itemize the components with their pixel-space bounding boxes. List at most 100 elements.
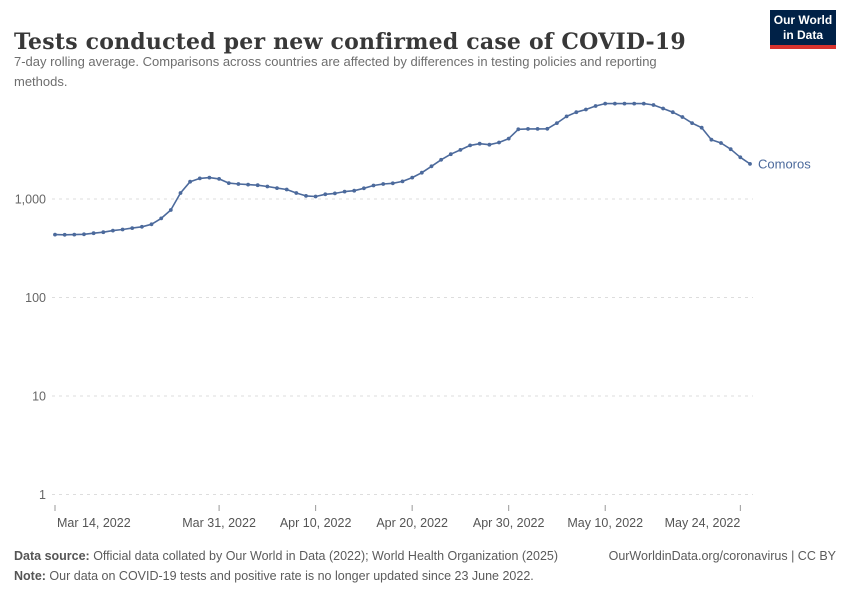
data-point[interactable] (699, 125, 704, 130)
data-point[interactable] (632, 101, 637, 106)
data-point[interactable] (680, 115, 685, 119)
data-source-text: Data source: Official data collated by O… (14, 546, 558, 566)
page-title: Tests conducted per new confirmed case o… (14, 28, 686, 55)
x-axis-label: May 24, 2022 (665, 516, 741, 530)
data-point[interactable] (439, 157, 443, 162)
note-value: Our data on COVID-19 tests and positive … (45, 569, 534, 583)
data-point[interactable] (564, 114, 569, 119)
data-point[interactable] (236, 182, 241, 186)
data-point[interactable] (448, 152, 453, 157)
data-point[interactable] (149, 222, 154, 227)
data-point[interactable] (82, 232, 86, 237)
data-point[interactable] (641, 101, 646, 106)
data-point[interactable] (651, 103, 656, 107)
data-point[interactable] (217, 177, 222, 181)
line-chart-canvas[interactable]: 1,000 100 10 1 Mar 14, 2022 Mar 31, 2022 Apr 1… (0, 90, 850, 550)
data-point[interactable] (458, 148, 463, 152)
data-point[interactable] (304, 194, 308, 198)
data-point[interactable] (255, 183, 260, 188)
data-point[interactable] (72, 232, 77, 237)
owid-logo[interactable]: Our World in Data (770, 10, 836, 49)
data-point[interactable] (390, 181, 395, 186)
data-point[interactable] (130, 226, 135, 231)
data-point[interactable] (526, 127, 530, 131)
data-point[interactable] (159, 216, 164, 221)
data-point[interactable] (661, 106, 665, 111)
x-axis-label: Apr 20, 2022 (376, 516, 448, 530)
x-axis-label: May 10, 2022 (567, 516, 643, 530)
data-source-label: Data source: (14, 549, 90, 563)
data-point[interactable] (371, 183, 376, 188)
y-axis-label-1: 1 (39, 488, 46, 502)
owid-url-license: OurWorldinData.org/coronavirus | CC BY (608, 549, 836, 563)
data-source-value: Official data collated by Our World in D… (89, 549, 559, 563)
y-axis-label-1000: 1,000 (15, 193, 46, 207)
y-axis-label-10: 10 (32, 390, 46, 404)
data-point[interactable] (168, 208, 173, 212)
data-point[interactable] (178, 191, 183, 195)
data-point[interactable] (342, 189, 347, 194)
data-point[interactable] (497, 140, 501, 145)
data-point[interactable] (709, 137, 714, 142)
data-point[interactable] (545, 126, 550, 131)
data-point[interactable] (313, 194, 318, 199)
chart-footer: Data source: Official data collated by O… (14, 546, 836, 586)
data-point[interactable] (226, 181, 231, 185)
data-point[interactable] (477, 141, 482, 146)
note-label: Note: (14, 569, 46, 583)
data-point[interactable] (101, 230, 106, 235)
data-point[interactable] (728, 147, 733, 152)
x-axis-label: Mar 31, 2022 (182, 516, 256, 530)
chart-subtitle: 7-day rolling average. Comparisons acros… (14, 54, 657, 90)
data-point[interactable] (593, 104, 598, 108)
data-point[interactable] (613, 101, 617, 106)
data-point[interactable] (284, 187, 289, 192)
data-point[interactable] (188, 179, 193, 184)
data-point[interactable] (323, 192, 328, 197)
data-point[interactable] (719, 141, 723, 145)
x-axis-label: Mar 14, 2022 (57, 516, 131, 530)
data-point[interactable] (622, 101, 627, 106)
data-point[interactable] (506, 136, 511, 141)
data-point[interactable] (670, 110, 675, 115)
data-point[interactable] (516, 127, 521, 132)
data-point[interactable] (584, 107, 588, 112)
data-point[interactable] (362, 186, 366, 191)
data-point[interactable] (487, 142, 492, 147)
data-point[interactable] (352, 188, 357, 193)
data-point[interactable] (62, 232, 67, 237)
series-label-comoros[interactable]: Comoros (758, 156, 811, 171)
data-point[interactable] (294, 191, 299, 195)
data-point[interactable] (120, 227, 125, 232)
data-point[interactable] (207, 175, 212, 180)
x-axis-label: Apr 30, 2022 (473, 516, 545, 530)
data-point[interactable] (603, 101, 608, 106)
data-point[interactable] (265, 184, 270, 189)
data-point[interactable] (535, 127, 540, 131)
data-point[interactable] (381, 182, 386, 186)
data-point[interactable] (468, 143, 472, 148)
data-point[interactable] (111, 228, 115, 233)
series-line-comoros[interactable] (54, 102, 751, 236)
data-point[interactable] (410, 175, 415, 180)
data-point[interactable] (738, 155, 743, 160)
data-point[interactable] (429, 164, 434, 169)
data-point[interactable] (275, 186, 279, 190)
data-point[interactable] (333, 191, 337, 196)
data-point[interactable] (555, 121, 559, 125)
data-point[interactable] (246, 182, 251, 187)
data-point[interactable] (574, 110, 579, 115)
data-point[interactable] (53, 232, 57, 237)
x-axis-label: Apr 10, 2022 (280, 516, 352, 530)
data-point[interactable] (91, 231, 96, 236)
data-point[interactable] (197, 176, 202, 181)
data-point[interactable] (140, 224, 144, 229)
chart-plot-area[interactable]: 1,000 100 10 1 Mar 14, 2022 Mar 31, 2022 Apr 1… (0, 90, 850, 550)
owid-logo-line1: Our World (773, 12, 833, 27)
data-point[interactable] (690, 121, 694, 125)
data-point[interactable] (419, 170, 424, 175)
data-point[interactable] (400, 179, 405, 184)
data-point[interactable] (748, 162, 752, 166)
y-axis-label-100: 100 (25, 291, 46, 305)
